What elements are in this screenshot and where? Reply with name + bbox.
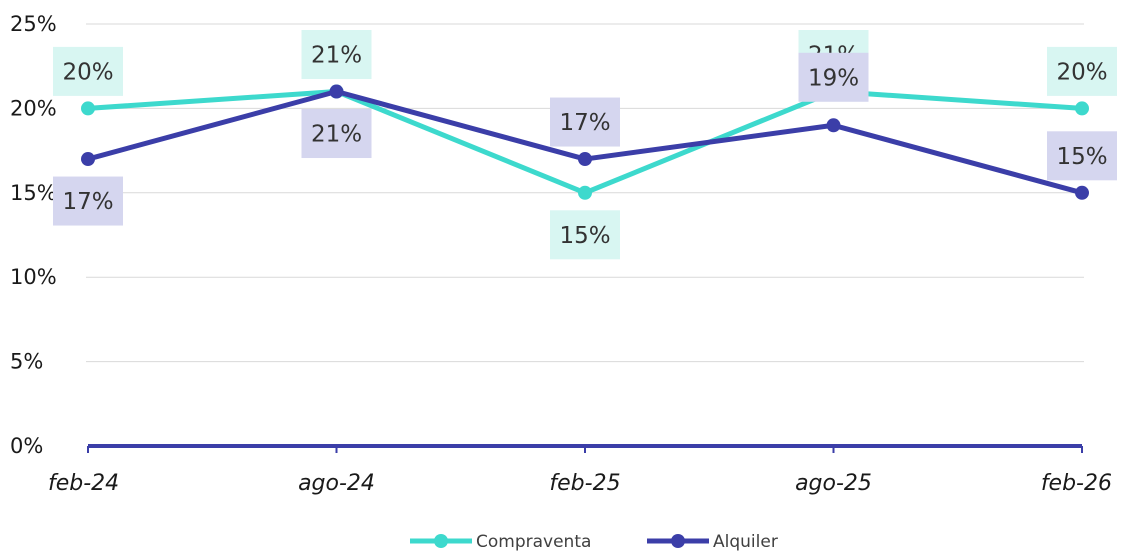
y-axis: 0% 5% 10% 15% 20% 25% — [10, 12, 57, 458]
data-label-bg — [53, 176, 123, 226]
data-point-alquiler — [81, 152, 95, 167]
data-label-alquiler: 15% — [1056, 144, 1107, 170]
data-label-bg — [1047, 131, 1117, 181]
data-label-bg — [53, 46, 123, 96]
data-point-compraventa — [1075, 101, 1089, 116]
y-tick-label: 20% — [10, 96, 57, 120]
legend-label-compraventa: Compraventa — [476, 532, 591, 552]
data-label-bg — [550, 210, 620, 260]
y-tick-label: 5% — [10, 350, 43, 374]
data-label-compraventa: 20% — [62, 59, 113, 85]
data-label-alquiler: 17% — [559, 110, 610, 136]
y-tick-label: 15% — [10, 181, 57, 205]
x-tick-label: feb-26 — [1041, 471, 1112, 496]
x-tick-label: ago-24 — [298, 471, 375, 496]
data-label-alquiler: 17% — [62, 189, 113, 215]
x-tick-label: feb-25 — [549, 471, 620, 496]
data-label-bg — [1047, 46, 1117, 96]
series — [81, 84, 1089, 200]
data-label-bg — [301, 30, 372, 80]
data-point-alquiler — [578, 152, 592, 167]
data-label-alquiler: 21% — [311, 122, 362, 148]
y-tick-label: 25% — [10, 12, 57, 36]
data-point-alquiler — [1075, 185, 1089, 200]
data-label-alquiler: 19% — [808, 65, 859, 91]
x-tick-label: ago-25 — [795, 471, 872, 496]
x-axis: feb-24 ago-24 feb-25 ago-25 feb-26 — [48, 444, 1112, 496]
data-point-compraventa — [81, 101, 95, 116]
y-tick-label: 10% — [10, 265, 57, 289]
data-labels: 20%21%15%21%20%17%21%17%19%15% — [53, 30, 1117, 260]
data-point-alquiler — [329, 84, 344, 99]
data-label-compraventa: 20% — [1056, 59, 1107, 85]
data-point-alquiler — [826, 118, 841, 133]
data-label-compraventa: 21% — [311, 43, 362, 69]
legend-label-alquiler: Alquiler — [713, 532, 778, 552]
data-label-bg — [550, 97, 620, 147]
data-label-bg — [301, 109, 372, 159]
data-label-compraventa: 15% — [559, 223, 610, 249]
data-label-bg — [798, 52, 869, 102]
legend-marker-compraventa — [434, 534, 448, 548]
legend: Compraventa Alquiler — [410, 532, 778, 552]
legend-marker-alquiler — [671, 534, 685, 548]
data-point-compraventa — [578, 185, 592, 200]
x-tick-label: feb-24 — [48, 471, 119, 496]
y-tick-label: 0% — [10, 434, 43, 458]
